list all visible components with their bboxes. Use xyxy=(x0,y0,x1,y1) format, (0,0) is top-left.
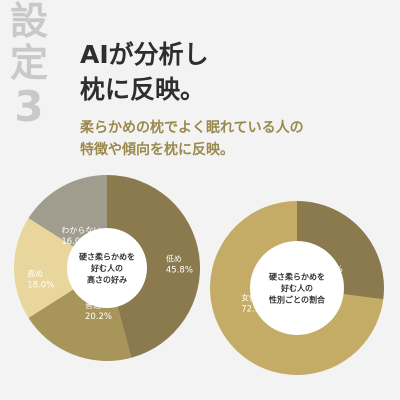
center-label-1-3: 高さの好み xyxy=(87,275,127,285)
subheadline: 柔らかめの枕でよく眠れている人の 特徴や傾向を枕に反映。 xyxy=(80,118,304,161)
center-label-1-2: 好む人の xyxy=(90,263,123,273)
step-label-char-2: 定 xyxy=(9,41,48,85)
slice-label-1-1: 低め xyxy=(166,254,182,264)
center-label-2-1: 硬さ柔らかめを xyxy=(269,272,325,282)
slice-value-1-4: 16.0% xyxy=(61,237,88,247)
pie-slice-1-1 xyxy=(107,175,200,358)
slice-label-2-2: 女性 xyxy=(241,292,257,302)
slice-label-1-2: 普通 xyxy=(85,300,101,310)
center-label-1-1: 硬さ柔らかめを xyxy=(79,252,135,262)
center-label-2-3: 性別ごとの割合 xyxy=(269,295,326,305)
subheadline-line-2: 特徴や傾向を枕に反映。 xyxy=(80,141,234,158)
pie-slice-1-3 xyxy=(14,218,108,318)
slice-label-1-3: 高め xyxy=(27,268,43,278)
subheadline-line-1: 柔らかめの枕でよく眠れている人の xyxy=(80,120,304,136)
slice-value-1-2: 20.2% xyxy=(85,312,112,322)
center-label-2-2: 好む人の xyxy=(280,283,313,293)
step-label: 設 定 3 xyxy=(0,2,58,128)
slice-label-2-1: 男性 xyxy=(316,253,332,263)
step-label-char-1: 設 xyxy=(9,0,48,43)
headline-line-2: 枕に反映。 xyxy=(80,74,206,104)
donut-hole-2 xyxy=(250,241,344,335)
slice-value-1-3: 18.0% xyxy=(27,280,54,290)
headline-line-1: AIが分析し xyxy=(80,40,209,69)
slice-label-1-4: わからない xyxy=(61,226,101,235)
slice-value-1-1: 45.8% xyxy=(166,266,193,276)
headline: AIが分析し 枕に反映。 xyxy=(80,38,209,107)
slice-value-2-2: 72.9% xyxy=(241,304,268,314)
slice-value-2-1: 27.1% xyxy=(316,265,343,275)
donut-hole-1 xyxy=(67,228,147,308)
step-number: 3 xyxy=(14,82,44,131)
